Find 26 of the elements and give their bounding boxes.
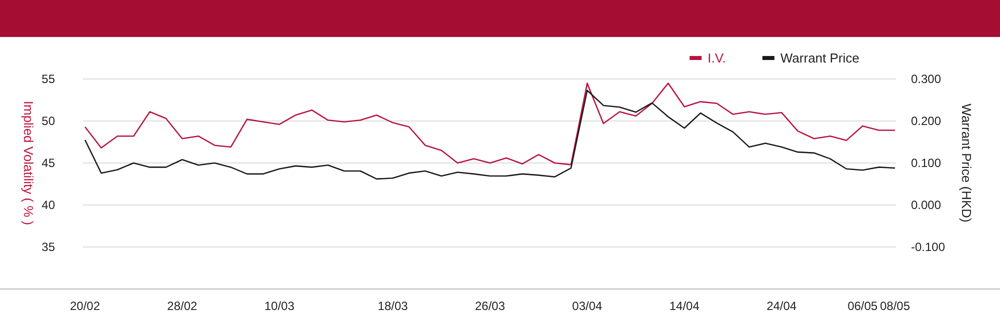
x-tick-label: 10/03 [264,299,295,314]
y-tick-label: 40 [42,198,56,212]
y-tick-label: 55 [42,72,56,86]
y2-tick-label: -0.100 [911,240,946,254]
x-tick-label: 08/05 [880,299,910,314]
legend-label: Warrant Price [780,50,860,66]
x-tick-label: 03/04 [572,299,603,314]
y2-axis-title: Warrant Price (HKD) [959,104,974,222]
y-tick-label: 35 [42,240,56,254]
x-tick-label: 26/03 [474,299,506,314]
x-tick-label: 28/02 [167,299,198,314]
x-tick-label: 06/05 [848,299,878,314]
x-tick-label: 24/04 [766,299,797,314]
y2-tick-label: 0.000 [911,198,942,212]
y2-tick-label: 0.100 [911,156,942,170]
x-tick-label: 14/04 [669,299,700,314]
legend-label: I.V. [708,50,726,66]
y-tick-label: 45 [42,156,56,170]
x-tick-label: 18/03 [378,299,408,314]
y-tick-label: 50 [42,114,56,128]
y2-tick-label: 0.200 [911,114,942,128]
x-tick-label: 20/02 [70,299,100,314]
line-series [84,82,896,166]
y2-tick-label: 0.300 [911,72,942,86]
line-series [84,90,896,180]
y-axis-title: Implied Volatility ( % ) [21,100,36,226]
